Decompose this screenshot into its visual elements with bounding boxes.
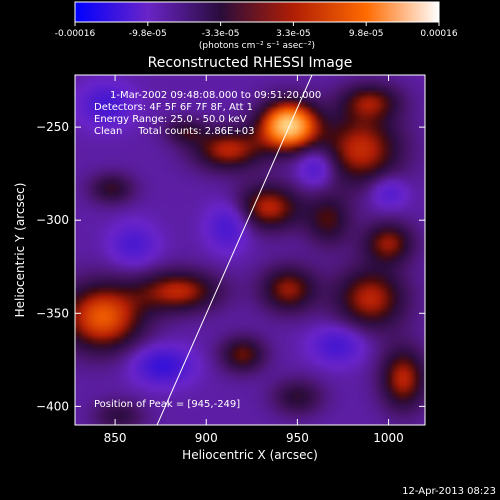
colorbar-unit-label: (photons cm⁻² s⁻¹ asec⁻²) [199,41,315,51]
peak-position-label: Position of Peak = [945,-249] [94,399,240,410]
y-tick-label: −300 [36,213,69,227]
colorbar-tick-label: 9.8e-05 [349,29,384,39]
annotation-energy-range: Energy Range: 25.0 - 50.0 keV [94,114,247,125]
colorbar-tick-label: -3.3e-05 [202,29,240,39]
chart-title: Reconstructed RHESSI Image [148,55,353,71]
observation-annotations: 1-Mar-2002 09:48:08.000 to 09:51:20.000 … [94,90,321,137]
plot-frame [74,74,426,426]
colorbar [74,1,440,23]
y-tick-label: −350 [36,306,69,320]
x-tick-label: 950 [286,431,309,445]
plot-area [75,75,425,425]
x-tick-label: 850 [104,431,127,445]
annotation-time-range: 1-Mar-2002 09:48:08.000 to 09:51:20.000 [110,90,321,101]
colorbar-tick-label: 3.3e-05 [276,29,311,39]
x-axis-ticks: 850 900 950 1000 [104,75,404,445]
y-axis-ticks: −250 −300 −350 −400 [36,120,425,413]
heatmap-image [75,75,425,425]
colorbar-tick-label: -0.00016 [55,29,96,39]
annotation-clean-counts: Clean Total counts: 2.86E+03 [94,126,254,137]
x-tick-label: 900 [195,431,218,445]
solar-limb-line [156,75,313,425]
colorbar-ticks: -0.00016 -9.8e-05 -3.3e-05 3.3e-05 9.8e-05 0.… [55,22,458,39]
colorbar-tick-label: -9.8e-05 [129,29,167,39]
x-tick-label: 1000 [373,431,404,445]
y-tick-label: −250 [36,120,69,134]
footer-timestamp: 12-Apr-2013 08:23 [402,486,496,497]
annotation-detectors: Detectors: 4F 5F 6F 7F 8F, Att 1 [94,102,253,113]
y-axis-label: Heliocentric Y (arcsec) [13,183,27,318]
y-tick-label: −400 [36,399,69,413]
x-axis-label: Heliocentric X (arcsec) [182,448,318,462]
colorbar-tick-label: 0.00016 [420,29,457,39]
